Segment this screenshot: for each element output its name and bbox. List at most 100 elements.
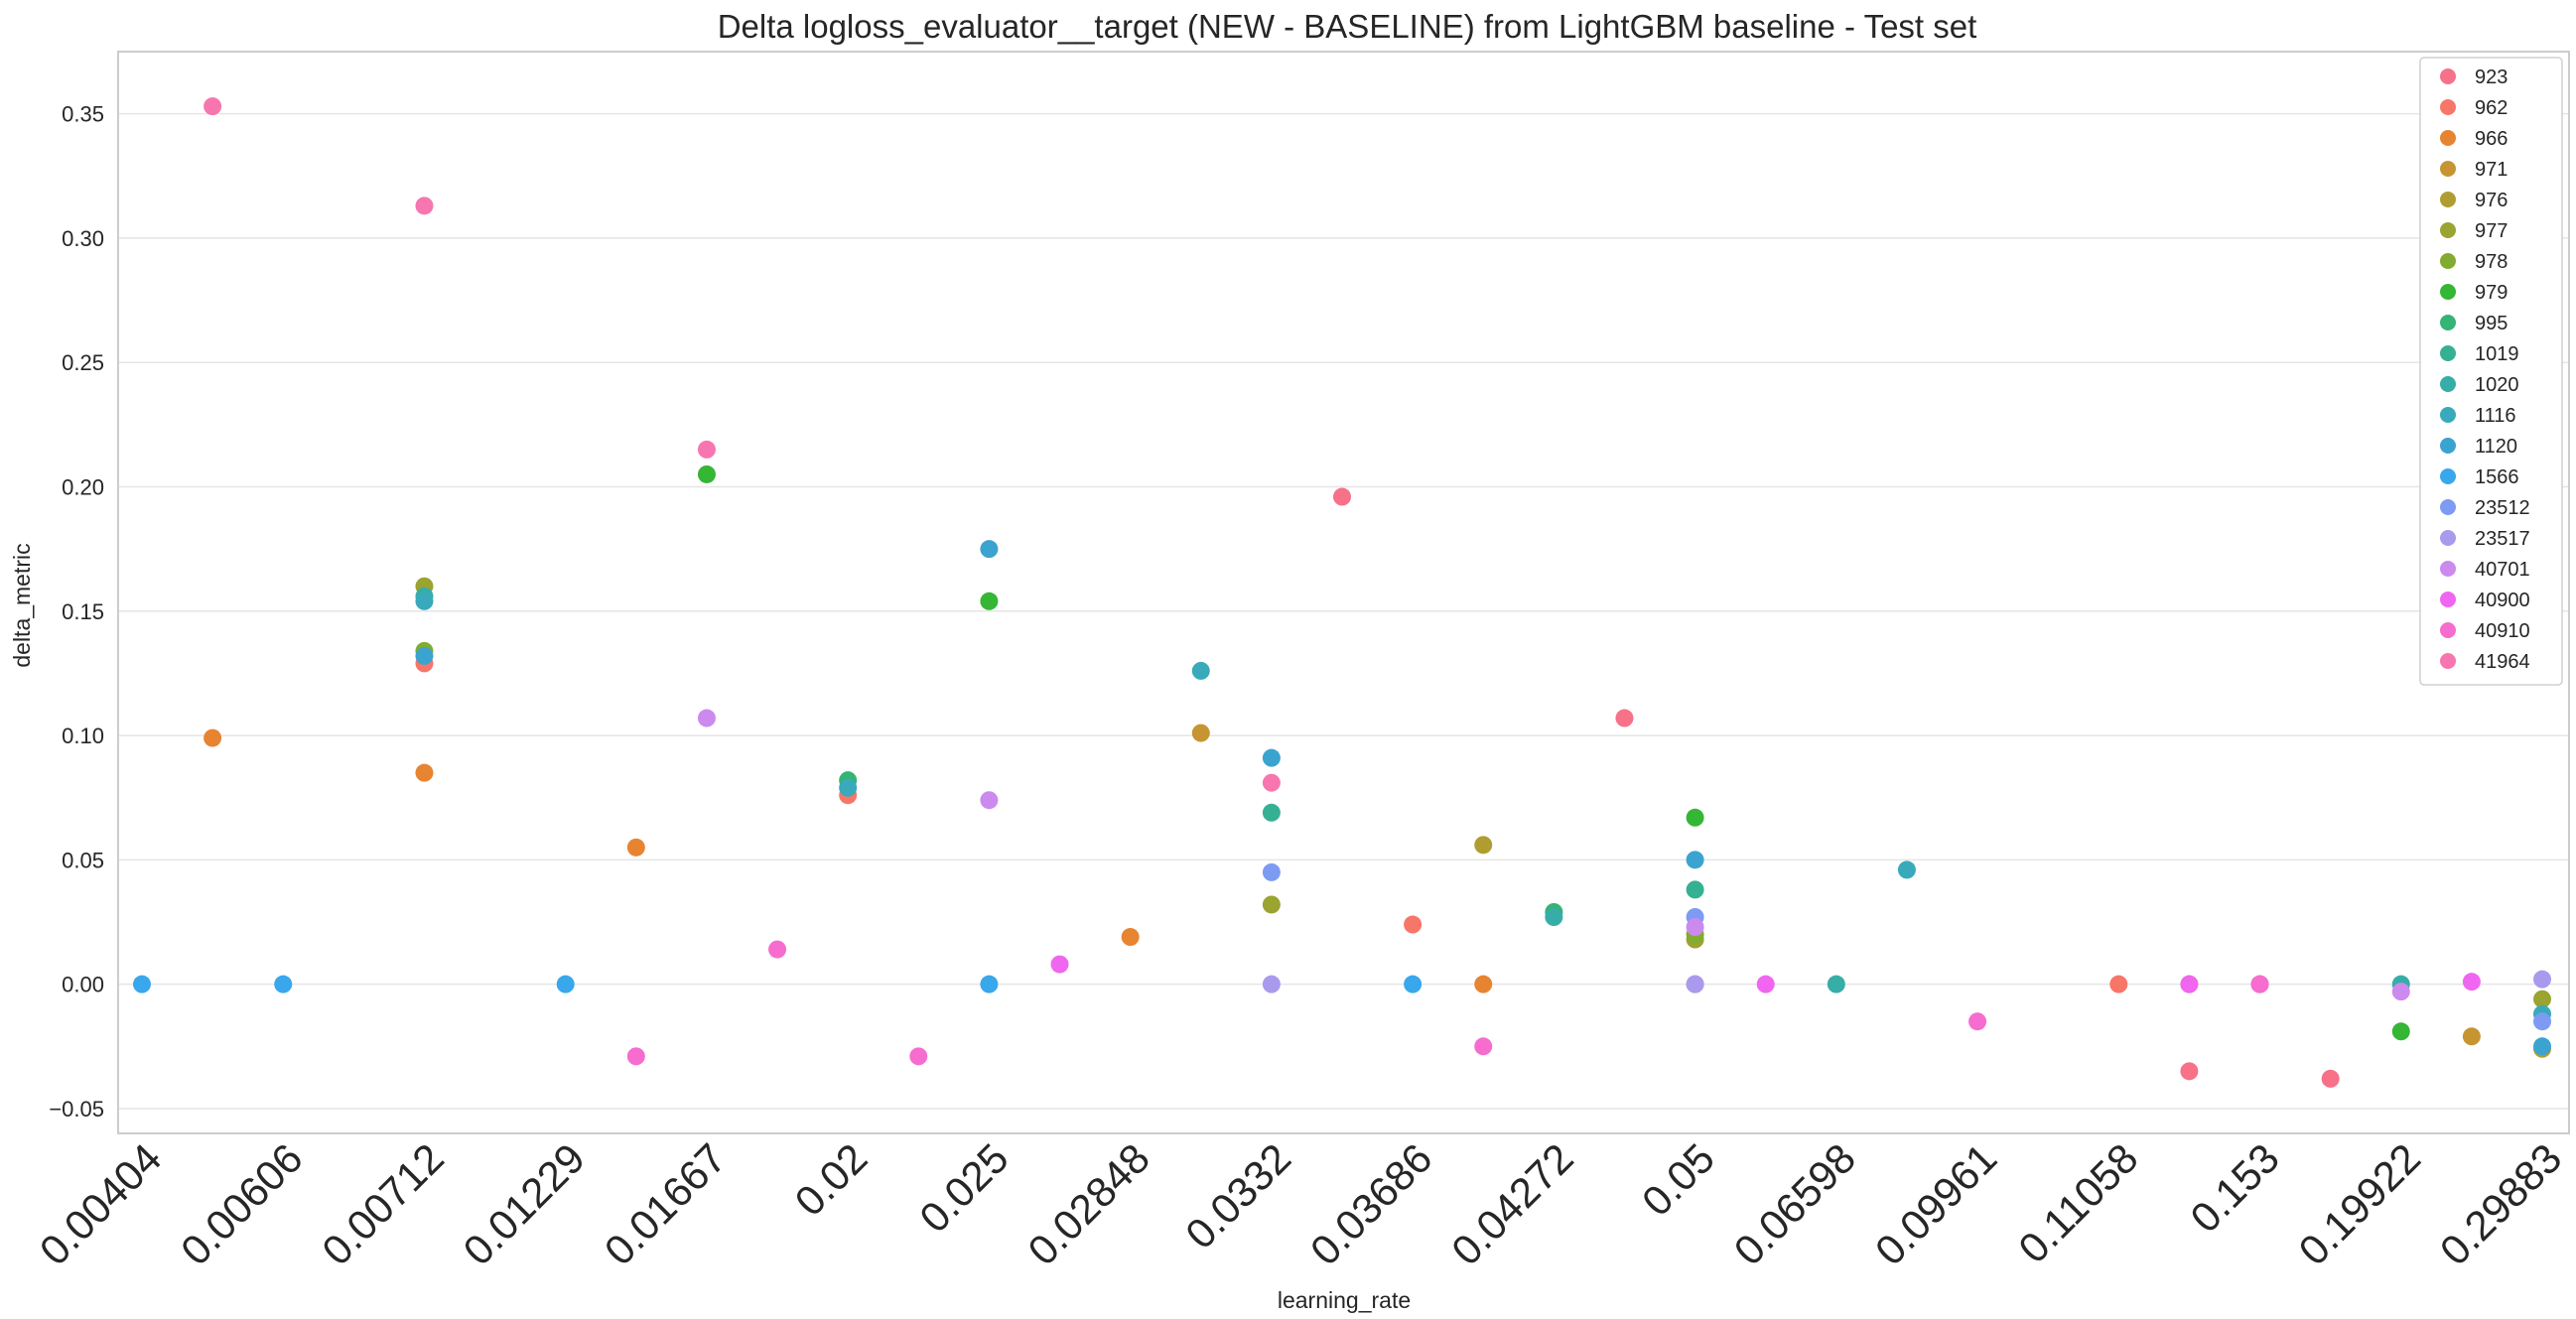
x-tick-label: 0.03686	[1301, 1134, 1441, 1274]
series-923	[1333, 487, 2340, 1088]
series-978	[415, 641, 1704, 944]
data-point	[2462, 973, 2481, 991]
x-tick-label: 0.02848	[1018, 1134, 1158, 1274]
legend-label: 1019	[2475, 343, 2519, 365]
legend-label: 40910	[2475, 620, 2530, 642]
legend-marker	[2440, 561, 2456, 577]
y-tick-label: 0.00	[62, 973, 104, 997]
x-tick-label: 0.29883	[2431, 1134, 2571, 1274]
series-23517	[1262, 970, 2551, 993]
legend-label: 962	[2475, 97, 2508, 119]
data-point	[203, 728, 222, 747]
legend-label: 978	[2475, 251, 2508, 273]
legend-label: 976	[2475, 190, 2508, 211]
y-axis-label: delta_metric	[9, 543, 35, 667]
legend-marker	[2440, 192, 2456, 207]
series-40900	[1050, 955, 2481, 993]
data-point	[1686, 918, 1704, 937]
data-point	[2533, 989, 2551, 1008]
legend: 923 962 966 971 976 977 978 979 995 1019 1020 1116 1…	[2419, 57, 2563, 686]
series-962	[415, 654, 2128, 993]
data-point	[1897, 860, 1916, 879]
y-tick-label: 0.25	[62, 350, 104, 375]
legend-marker	[2440, 253, 2456, 269]
data-point	[1686, 975, 1704, 993]
data-point	[2533, 1037, 2551, 1056]
data-point	[1474, 975, 1493, 993]
x-tick-label: 0.00404	[31, 1134, 171, 1274]
y-tick-label: 0.15	[62, 599, 104, 624]
legend-marker	[2440, 622, 2456, 638]
y-tick-label: 0.05	[62, 848, 104, 872]
data-point	[2321, 1069, 2340, 1088]
data-point	[1333, 487, 1351, 506]
data-point	[1191, 724, 1210, 742]
legend-marker	[2440, 345, 2456, 361]
data-point	[980, 791, 999, 810]
legend-label: 23512	[2475, 497, 2530, 519]
data-point	[2462, 1027, 2481, 1046]
data-point	[980, 975, 999, 993]
legend-label: 977	[2475, 220, 2508, 242]
legend-marker	[2440, 653, 2456, 669]
series-40910	[626, 940, 2269, 1066]
data-point	[768, 940, 787, 959]
data-point	[1686, 880, 1704, 899]
data-point	[626, 838, 645, 857]
grid-lines	[118, 112, 2569, 1110]
x-tick-label: 0.05	[1633, 1134, 1723, 1225]
series-1566	[133, 975, 1423, 993]
series-995	[839, 771, 1563, 921]
series-1116	[415, 592, 2551, 1023]
legend-marker	[2440, 592, 2456, 607]
data-point	[1404, 915, 1423, 934]
data-point	[203, 97, 222, 116]
x-tick-label: 0.0332	[1176, 1134, 1299, 1257]
data-point	[1262, 748, 1281, 767]
data-point	[2533, 970, 2551, 989]
data-point	[1545, 908, 1563, 926]
series-40701	[697, 709, 2410, 1001]
legend-marker	[2440, 99, 2456, 115]
y-tick-label: 0.35	[62, 102, 104, 127]
legend-label: 1566	[2475, 466, 2519, 488]
data-point	[1827, 975, 1845, 993]
legend-label: 923	[2475, 66, 2508, 88]
data-point	[2250, 975, 2269, 993]
data-point	[415, 592, 434, 610]
data-point	[1686, 808, 1704, 827]
legend-label: 979	[2475, 282, 2508, 304]
legend-marker	[2440, 222, 2456, 238]
legend-marker	[2440, 284, 2456, 300]
data-point	[415, 763, 434, 782]
y-axis-ticks: −0.05 0.00 0.05 0.10 0.15 0.20 0.25 0.30 0.35	[49, 102, 104, 1121]
y-tick-label: −0.05	[49, 1097, 104, 1121]
data-point	[1262, 803, 1281, 822]
data-point	[2180, 975, 2199, 993]
y-tick-label: 0.30	[62, 226, 104, 251]
series-971	[1191, 724, 2481, 1046]
data-point	[2109, 975, 2128, 993]
x-tick-label: 0.11058	[2009, 1134, 2146, 1271]
legend-label: 966	[2475, 128, 2508, 150]
series-966	[203, 728, 1493, 993]
legend-marker	[2440, 130, 2456, 146]
x-axis-label: learning_rate	[1278, 1287, 1411, 1313]
data-point	[1121, 928, 1140, 947]
data-point	[697, 709, 716, 727]
data-point	[415, 197, 434, 215]
data-point	[1756, 975, 1775, 993]
legend-label: 971	[2475, 159, 2508, 181]
x-axis-ticks: 0.00404 0.00606 0.00712 0.01229 0.01667 0.02 0…	[31, 1134, 2571, 1274]
legend-marker	[2440, 68, 2456, 84]
plot-frame	[117, 51, 2570, 1134]
data-point	[626, 1047, 645, 1066]
x-tick-label: 0.025	[910, 1134, 1017, 1242]
x-tick-label: 0.02	[786, 1134, 877, 1225]
legend-label: 1116	[2475, 405, 2516, 427]
series-23512	[1262, 862, 2551, 1031]
series-976	[1474, 836, 2551, 1058]
data-point	[1262, 975, 1281, 993]
legend-label: 40701	[2475, 559, 2530, 581]
